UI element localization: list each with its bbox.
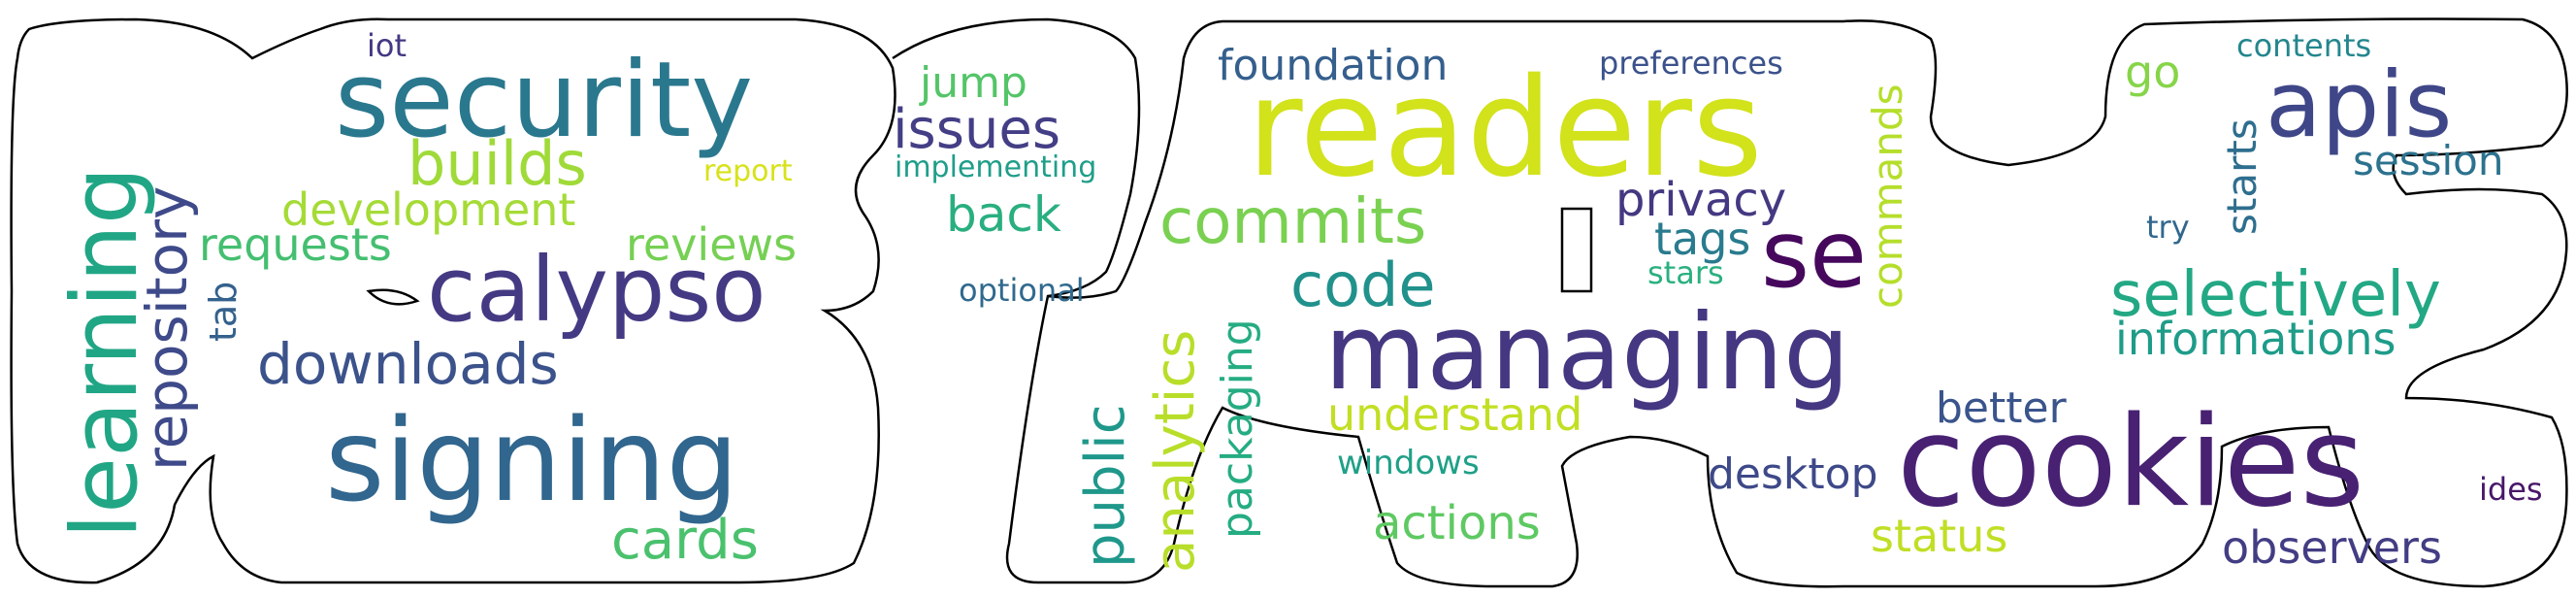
word-tags: tags bbox=[1654, 213, 1750, 265]
word-packaging: packaging bbox=[1213, 318, 1262, 539]
outline-shape bbox=[10, 17, 2568, 588]
word-observers: observers bbox=[2222, 521, 2442, 574]
word-session: session bbox=[2353, 137, 2503, 184]
word-back: back bbox=[946, 186, 1061, 243]
word-foundation: foundation bbox=[1218, 41, 1448, 90]
word-starts: starts bbox=[2218, 118, 2266, 235]
word-cookies: cookies bbox=[1897, 390, 2364, 535]
word-privacy: privacy bbox=[1615, 173, 1786, 227]
word-go: go bbox=[2125, 46, 2180, 98]
word-optional: optional bbox=[959, 272, 1085, 309]
word-requests: requests bbox=[199, 218, 392, 271]
word-desktop: desktop bbox=[1708, 449, 1878, 499]
word-commits: commits bbox=[1159, 186, 1426, 258]
words: readers security signing calypso cookies… bbox=[52, 27, 2543, 574]
word-preferences: preferences bbox=[1599, 45, 1783, 82]
word-report: report bbox=[703, 154, 793, 188]
word-cards: cards bbox=[611, 509, 759, 572]
outline-middle-blob bbox=[892, 17, 2568, 588]
outline-left-blob bbox=[10, 17, 897, 584]
word-informations: informations bbox=[2115, 313, 2396, 365]
word-security: security bbox=[335, 40, 753, 161]
word-windows: windows bbox=[1337, 444, 1480, 482]
word-apis: apis bbox=[2266, 52, 2452, 158]
outline-hole-middle bbox=[1560, 207, 1593, 293]
word-managing: managing bbox=[1324, 292, 1850, 414]
word-analytics: analytics bbox=[1144, 330, 1207, 573]
word-signing: signing bbox=[325, 393, 738, 527]
word-readers: readers bbox=[1247, 50, 1763, 208]
word-code: code bbox=[1290, 249, 1436, 320]
word-ides: ides bbox=[2479, 471, 2543, 508]
word-repository: repository bbox=[134, 186, 200, 471]
word-actions: actions bbox=[1373, 496, 1541, 550]
word-iot: iot bbox=[367, 27, 407, 64]
word-se: se bbox=[1761, 200, 1867, 309]
word-status: status bbox=[1871, 510, 2007, 562]
word-public: public bbox=[1074, 405, 1137, 569]
word-stars: stars bbox=[1647, 254, 1724, 291]
word-learning: learning bbox=[52, 167, 158, 539]
word-understand: understand bbox=[1327, 388, 1582, 441]
word-reviews: reviews bbox=[626, 218, 797, 271]
word-commands: commands bbox=[1864, 83, 1911, 309]
outline-hole-left bbox=[366, 288, 420, 306]
word-downloads: downloads bbox=[257, 331, 559, 397]
word-calypso: calypso bbox=[427, 238, 766, 342]
word-contents: contents bbox=[2236, 27, 2371, 64]
word-better: better bbox=[1936, 383, 2068, 433]
word-selectively: selectively bbox=[2110, 259, 2441, 331]
word-implementing: implementing bbox=[895, 150, 1096, 184]
word-try: try bbox=[2146, 209, 2190, 246]
word-development: development bbox=[281, 183, 575, 236]
word-issues: issues bbox=[893, 98, 1060, 161]
word-tab: tab bbox=[202, 282, 245, 342]
word-builds: builds bbox=[408, 128, 587, 199]
word-jump: jump bbox=[919, 58, 1027, 108]
